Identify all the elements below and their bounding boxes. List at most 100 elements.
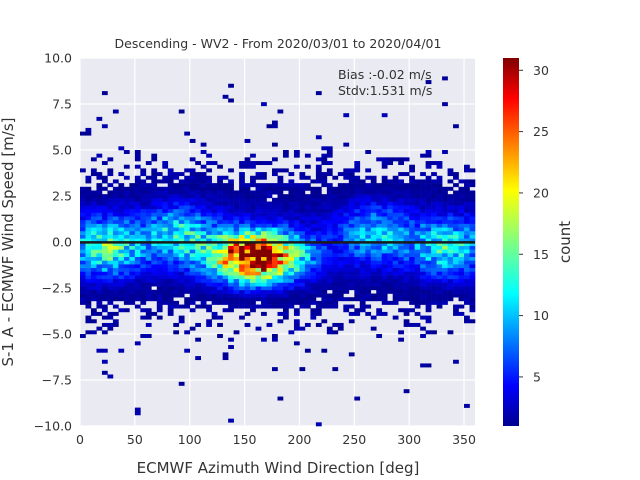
heatmap-cell xyxy=(453,197,459,202)
heatmap-cell xyxy=(140,293,147,298)
heatmap-cell xyxy=(403,227,410,232)
heatmap-cell xyxy=(134,271,141,276)
heatmap-cell xyxy=(195,242,201,246)
heatmap-cell xyxy=(162,175,169,180)
heatmap-cell xyxy=(343,194,350,199)
heatmap-cell xyxy=(228,253,234,258)
heatmap-cell xyxy=(255,186,262,191)
heatmap-cell xyxy=(206,208,212,213)
heatmap-cell xyxy=(123,245,130,250)
heatmap-cell xyxy=(90,297,97,302)
heatmap-cell xyxy=(217,223,223,228)
heatmap-cell xyxy=(189,297,196,302)
heatmap-cell xyxy=(107,311,114,316)
heatmap-cell xyxy=(392,293,399,298)
heatmap-cell xyxy=(211,245,218,250)
heatmap-cell xyxy=(337,219,344,224)
heatmap-cell xyxy=(442,293,448,298)
heatmap-cell xyxy=(156,256,163,261)
heatmap-cell xyxy=(255,304,262,309)
heatmap-cell xyxy=(129,227,136,232)
heatmap-cell xyxy=(337,172,344,177)
heatmap-cell xyxy=(200,260,207,265)
heatmap-cell xyxy=(348,245,355,250)
heatmap-cell xyxy=(359,223,366,228)
heatmap-cell xyxy=(156,245,163,250)
heatmap-cell xyxy=(365,245,372,250)
heatmap-cell xyxy=(337,190,344,195)
heatmap-cell xyxy=(370,256,377,261)
heatmap-cell xyxy=(392,286,399,291)
heatmap-cell xyxy=(403,197,410,202)
heatmap-cell xyxy=(255,264,262,269)
heatmap-cell xyxy=(310,289,317,294)
heatmap-cell xyxy=(414,179,421,184)
heatmap-cell xyxy=(403,242,410,246)
heatmap-cell xyxy=(90,234,97,239)
heatmap-cell xyxy=(211,311,218,316)
heatmap-cell xyxy=(332,293,339,298)
heatmap-cell xyxy=(118,216,125,221)
heatmap-cell xyxy=(458,216,465,221)
heatmap-cell xyxy=(189,216,196,221)
heatmap-cell xyxy=(96,219,103,224)
heatmap-cell xyxy=(370,297,377,302)
heatmap-cell xyxy=(107,245,114,250)
heatmap-cell xyxy=(304,348,311,353)
heatmap-cell xyxy=(299,216,306,221)
heatmap-cell xyxy=(255,242,262,246)
heatmap-cell xyxy=(348,175,355,180)
heatmap-cell xyxy=(370,197,377,202)
heatmap-cell xyxy=(425,275,432,280)
heatmap-cell xyxy=(376,249,383,254)
heatmap-cell xyxy=(80,275,86,280)
heatmap-cell xyxy=(326,161,333,166)
heatmap-cell xyxy=(178,304,185,309)
heatmap-cell xyxy=(167,183,174,188)
heatmap-cell xyxy=(80,253,86,258)
heatmap-cell xyxy=(359,286,366,291)
heatmap-cell xyxy=(167,278,174,283)
heatmap-cell xyxy=(200,219,207,224)
heatmap-cell xyxy=(387,227,394,232)
heatmap-cell xyxy=(409,242,415,246)
heatmap-cell xyxy=(217,293,223,298)
heatmap-cell xyxy=(156,230,163,235)
heatmap-cell xyxy=(112,186,119,191)
heatmap-cell xyxy=(233,234,240,239)
heatmap-cell xyxy=(403,389,410,394)
heatmap-cell xyxy=(376,234,383,239)
heatmap-cell xyxy=(425,179,432,184)
heatmap-cell xyxy=(304,275,311,280)
heatmap-cell xyxy=(145,208,152,213)
heatmap-cell xyxy=(217,256,223,261)
heatmap-cell xyxy=(206,186,212,191)
heatmap-cell xyxy=(359,249,366,254)
heatmap-cell xyxy=(272,230,278,235)
heatmap-cell xyxy=(178,183,185,188)
heatmap-cell xyxy=(277,264,284,269)
heatmap-cell xyxy=(420,253,426,258)
heatmap-cell xyxy=(184,175,191,180)
heatmap-cell xyxy=(134,286,141,291)
heatmap-cell xyxy=(343,271,350,276)
heatmap-cell xyxy=(178,223,185,228)
heatmap-cell xyxy=(431,271,437,276)
heatmap-cell xyxy=(370,234,377,239)
heatmap-cell xyxy=(365,205,372,210)
heatmap-cell xyxy=(321,146,328,151)
heatmap-cell xyxy=(118,253,125,258)
heatmap-cell xyxy=(222,267,229,272)
heatmap-cell xyxy=(392,194,399,199)
heatmap-cell xyxy=(228,337,234,342)
heatmap-cell xyxy=(217,289,223,294)
heatmap-cell xyxy=(250,264,256,269)
heatmap-cell xyxy=(250,216,256,221)
heatmap-cell xyxy=(80,297,86,302)
heatmap-cell xyxy=(162,297,169,302)
heatmap-cell xyxy=(420,183,426,188)
heatmap-cell xyxy=(228,212,234,217)
heatmap-cell xyxy=(244,238,251,243)
heatmap-cell xyxy=(167,245,174,250)
heatmap-cell xyxy=(167,194,174,199)
